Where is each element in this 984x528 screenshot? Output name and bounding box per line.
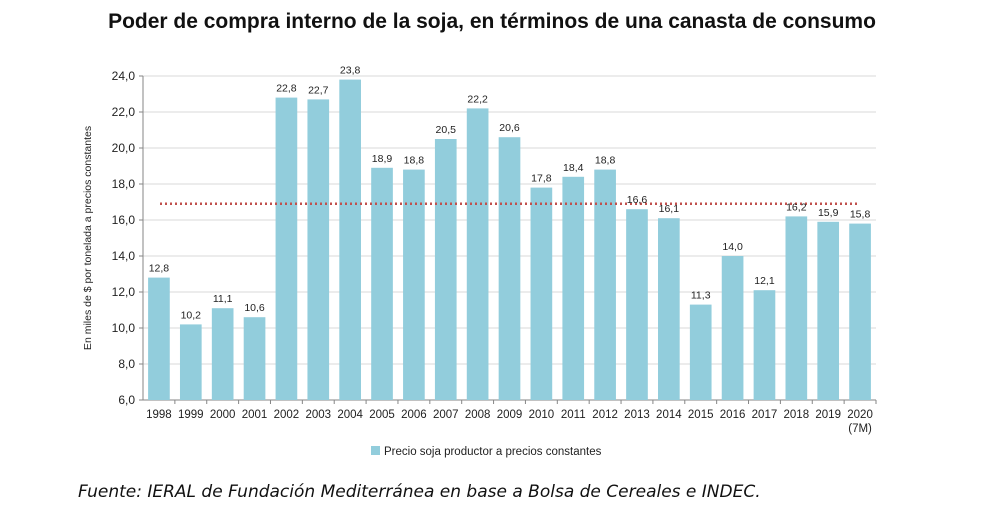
x-tick-label: 2019 bbox=[815, 409, 841, 421]
data-labels: 12,8 10,2 11,1 10,6 22,8 22,7 23,8 18,9 18,8 20,5… bbox=[149, 65, 871, 322]
y-tick-label: 22,0 bbox=[112, 105, 136, 119]
bar bbox=[530, 187, 553, 400]
data-label: 22,7 bbox=[308, 84, 329, 96]
y-tick-label: 10,0 bbox=[112, 321, 136, 335]
data-label: 23,8 bbox=[340, 65, 361, 77]
data-label: 12,1 bbox=[754, 275, 775, 287]
x-tick-label: 2000 bbox=[210, 409, 236, 421]
x-tick-label: 2015 bbox=[688, 409, 714, 421]
data-label: 16,6 bbox=[627, 194, 648, 206]
bar bbox=[371, 167, 393, 400]
x-tick-label: 2004 bbox=[337, 409, 363, 421]
x-tick-label: 2011 bbox=[561, 409, 586, 421]
x-tick-label: 2003 bbox=[305, 409, 331, 421]
source-note: Fuente: IERAL de Fundación Mediterránea … bbox=[78, 482, 761, 502]
bar bbox=[434, 139, 457, 400]
bar bbox=[275, 97, 298, 400]
x-tick-label: 2002 bbox=[274, 409, 300, 421]
legend-label: Precio soja productor a precios constant… bbox=[384, 446, 602, 458]
y-tick-label: 16,0 bbox=[112, 213, 136, 227]
bar bbox=[211, 308, 234, 400]
bar bbox=[243, 317, 266, 400]
x-tick-label: 2013 bbox=[624, 409, 650, 421]
y-tick-label: 24,0 bbox=[112, 69, 136, 83]
data-label: 10,2 bbox=[181, 309, 202, 321]
data-label: 12,8 bbox=[149, 263, 170, 275]
data-label: 22,2 bbox=[467, 93, 488, 105]
x-tick-label: 1999 bbox=[178, 409, 204, 421]
data-label: 17,8 bbox=[531, 173, 552, 185]
y-tick-label: 20,0 bbox=[112, 141, 136, 155]
data-label: 18,8 bbox=[595, 155, 616, 167]
chart-title: Poder de compra interno de la soja, en t… bbox=[108, 10, 876, 33]
y-tick-label: 12,0 bbox=[112, 285, 136, 299]
bar bbox=[658, 218, 680, 400]
x-tick-label: 2020 bbox=[847, 409, 873, 421]
data-label: 11,1 bbox=[213, 293, 233, 305]
x-tick-label: 2014 bbox=[656, 409, 682, 421]
y-tick-label: 6,0 bbox=[118, 393, 135, 407]
y-axis-title: En miles de $ por tonelada a precios con… bbox=[82, 126, 94, 350]
bar bbox=[403, 169, 425, 400]
x-tick-label: 2007 bbox=[433, 409, 459, 421]
legend: Precio soja productor a precios constant… bbox=[371, 446, 602, 458]
data-label: 10,6 bbox=[244, 302, 265, 314]
data-label: 15,9 bbox=[818, 207, 839, 219]
x-tick-label: 2012 bbox=[592, 409, 618, 421]
y-tick-label: 18,0 bbox=[112, 177, 136, 191]
x-tick-label: 2001 bbox=[242, 409, 268, 421]
legend-swatch bbox=[371, 446, 380, 455]
data-label: 20,5 bbox=[436, 124, 457, 136]
x-tick-label: 2006 bbox=[401, 409, 427, 421]
x-tick-label: 2009 bbox=[497, 409, 523, 421]
data-label: 16,2 bbox=[786, 201, 807, 213]
bar bbox=[689, 304, 712, 400]
bar bbox=[307, 99, 330, 401]
data-label: 14,0 bbox=[722, 241, 743, 253]
bar bbox=[721, 256, 744, 400]
bar bbox=[466, 108, 489, 401]
bar bbox=[785, 216, 808, 400]
x-tick-label: 1998 bbox=[146, 409, 172, 421]
bar bbox=[179, 324, 202, 400]
bar bbox=[626, 209, 648, 400]
bar bbox=[594, 169, 616, 400]
x-tick-label: 2018 bbox=[784, 409, 810, 421]
x-tick-label: 2008 bbox=[465, 409, 491, 421]
data-label: 16,1 bbox=[659, 203, 680, 215]
bar bbox=[148, 277, 170, 400]
x-tick-label: 2017 bbox=[752, 409, 778, 421]
data-label: 15,8 bbox=[850, 209, 871, 221]
y-tick-label: 14,0 bbox=[112, 249, 136, 263]
bar bbox=[817, 221, 840, 400]
bar bbox=[849, 223, 871, 400]
bar bbox=[339, 79, 361, 400]
x-tick-sublabel: (7M) bbox=[848, 423, 872, 435]
bar bbox=[498, 137, 521, 400]
x-tick-label: 2016 bbox=[720, 409, 746, 421]
x-tick-label: 2010 bbox=[529, 409, 555, 421]
y-tick-label: 8,0 bbox=[118, 357, 135, 371]
data-label: 18,8 bbox=[404, 155, 425, 167]
data-label: 20,6 bbox=[499, 122, 520, 134]
x-tick-label: 2005 bbox=[369, 409, 395, 421]
bar bbox=[753, 290, 776, 400]
data-label: 18,4 bbox=[563, 162, 584, 174]
data-label: 11,3 bbox=[691, 290, 711, 302]
data-label: 18,9 bbox=[372, 153, 393, 165]
bar bbox=[562, 176, 585, 400]
data-label: 22,8 bbox=[276, 83, 297, 95]
